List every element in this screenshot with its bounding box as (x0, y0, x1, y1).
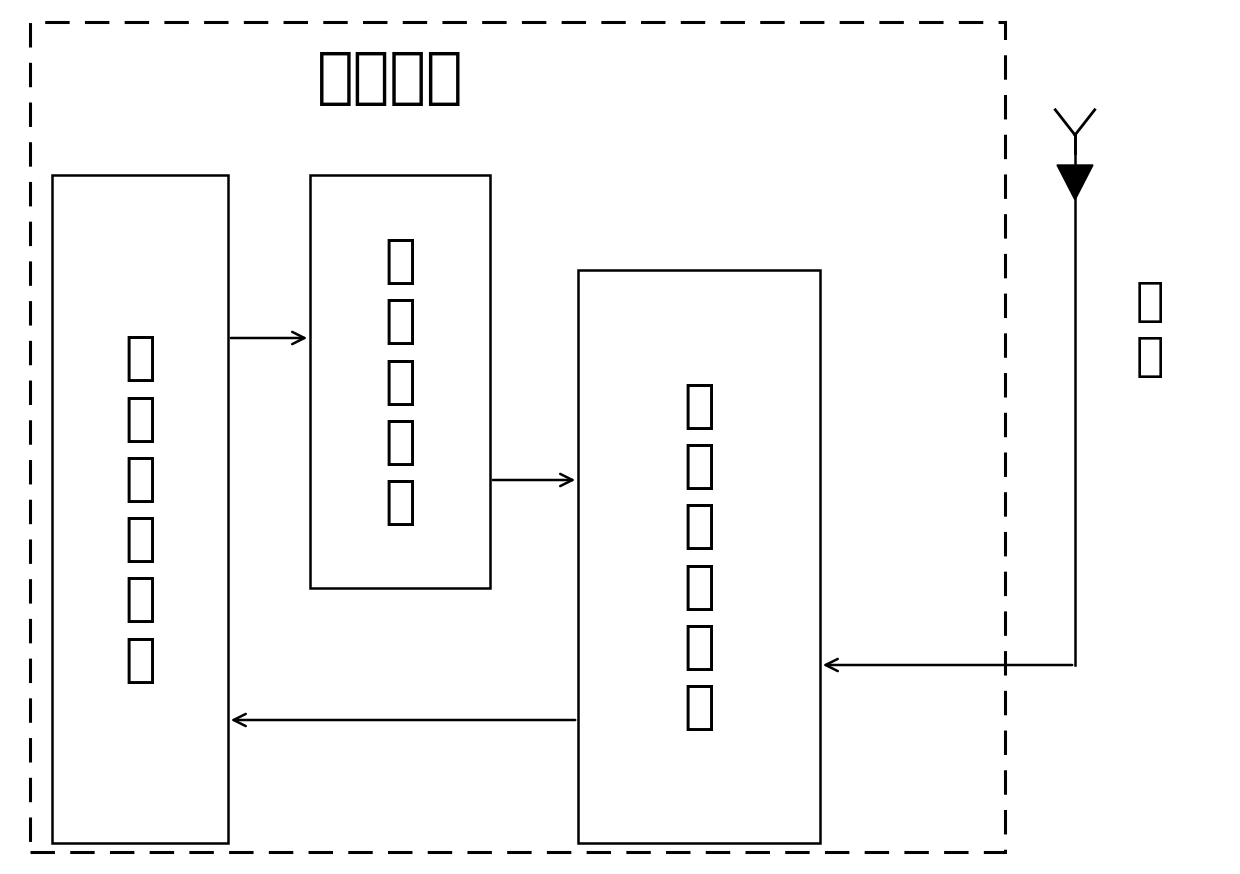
Bar (30, 22, 1004, 852)
Bar (578, 270, 820, 843)
Text: 射
频
收
发
开
关: 射 频 收 发 开 关 (683, 380, 714, 733)
Bar (52, 175, 228, 843)
Bar (310, 175, 490, 588)
Polygon shape (1056, 165, 1092, 200)
Text: 天
线: 天 线 (1136, 280, 1164, 380)
Text: 射
频
收
发
模
块: 射 频 收 发 模 块 (124, 332, 156, 685)
Text: 功
率
放
大
器: 功 率 放 大 器 (384, 235, 415, 528)
Text: 射频前端: 射频前端 (316, 48, 464, 108)
